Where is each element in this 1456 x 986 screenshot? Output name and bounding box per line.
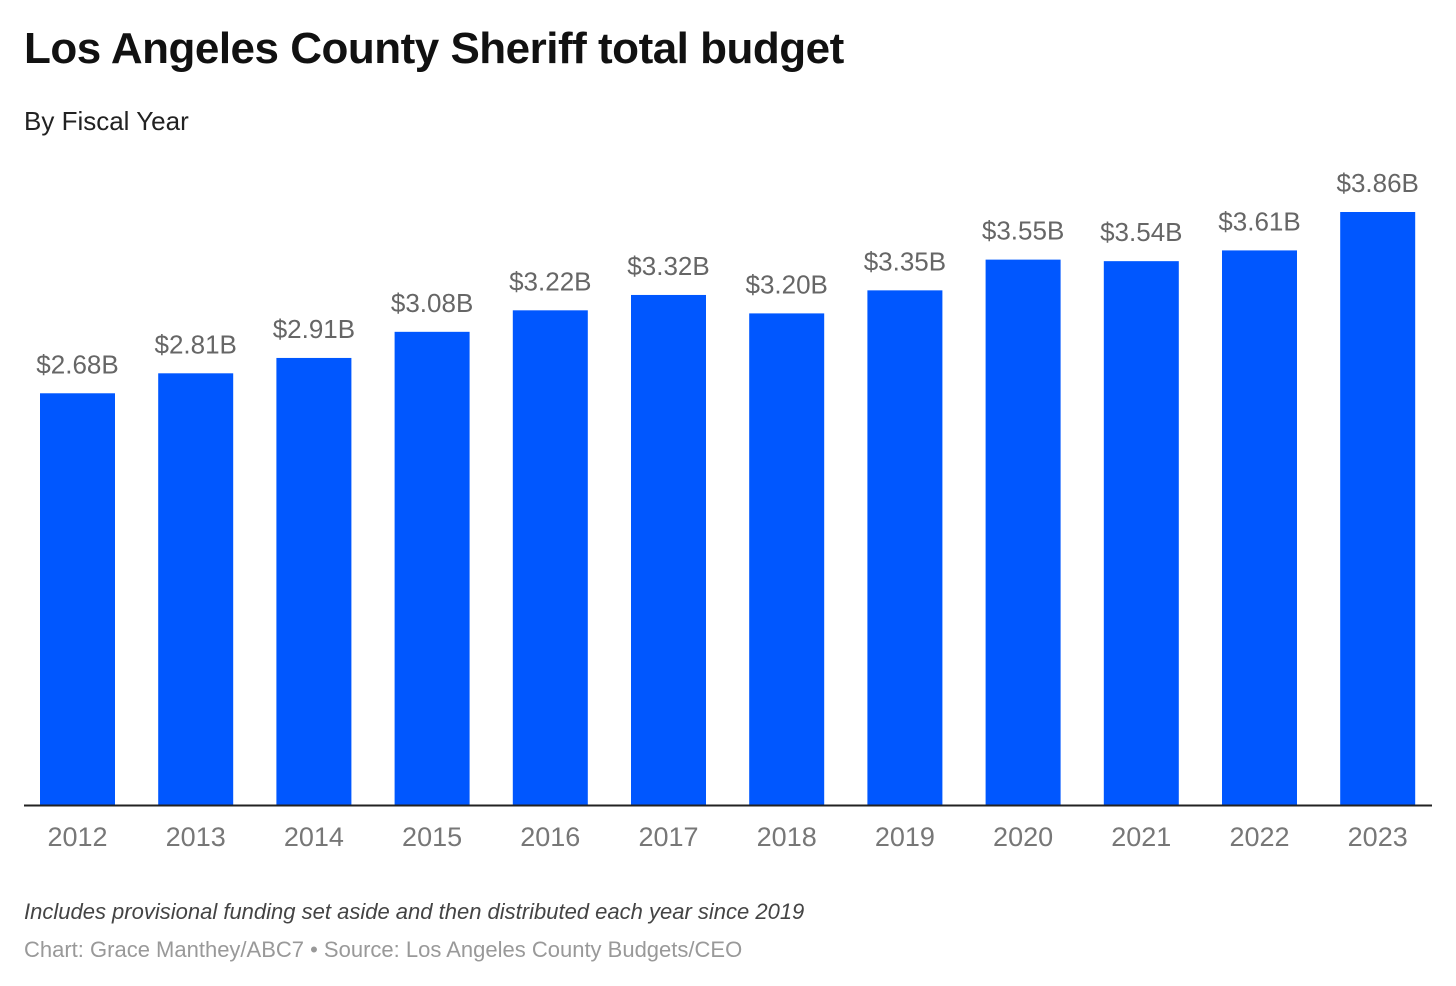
bar-2015 — [394, 331, 470, 805]
x-tick-label-2019: 2019 — [875, 822, 935, 852]
data-label-2012: $2.68B — [36, 349, 118, 379]
data-label-2016: $3.22B — [509, 266, 591, 296]
x-tick-label-2021: 2021 — [1111, 822, 1171, 852]
data-label-2018: $3.20B — [745, 269, 827, 299]
x-tick-label-2016: 2016 — [520, 822, 580, 852]
data-label-2013: $2.81B — [154, 329, 236, 359]
data-label-2019: $3.35B — [864, 246, 946, 276]
bar-2016 — [512, 310, 588, 805]
data-label-2017: $3.32B — [627, 251, 709, 281]
bar-2018 — [749, 313, 825, 805]
x-tick-label-2020: 2020 — [993, 822, 1053, 852]
footnote: Includes provisional funding set aside a… — [24, 899, 805, 924]
chart-title: Los Angeles County Sheriff total budget — [24, 24, 844, 73]
bar-2012 — [40, 393, 115, 805]
source-credit: Chart: Grace Manthey/ABC7 • Source: Los … — [24, 937, 743, 962]
data-label-2022: $3.61B — [1218, 206, 1300, 236]
data-label-2023: $3.86B — [1336, 168, 1418, 198]
bar-2022 — [1222, 250, 1297, 805]
x-tick-label-2023: 2023 — [1348, 822, 1408, 852]
bar-2013 — [158, 373, 234, 805]
x-tick-label-2022: 2022 — [1229, 822, 1289, 852]
x-tick-label-2018: 2018 — [757, 822, 817, 852]
x-tick-label-2017: 2017 — [638, 822, 698, 852]
bar-2017 — [631, 294, 706, 805]
bar-2023 — [1340, 212, 1416, 805]
data-label-2015: $3.08B — [391, 288, 473, 318]
bar-2021 — [1103, 261, 1179, 805]
x-tick-label-2014: 2014 — [284, 822, 344, 852]
x-tick-label-2015: 2015 — [402, 822, 462, 852]
bar-2020 — [985, 259, 1061, 805]
x-tick-label-2013: 2013 — [166, 822, 226, 852]
data-label-2021: $3.54B — [1100, 217, 1182, 247]
bar-2014 — [276, 357, 352, 805]
x-tick-label-2012: 2012 — [47, 822, 107, 852]
bar-2019 — [867, 290, 943, 805]
data-label-2020: $3.55B — [982, 216, 1064, 246]
chart-subtitle: By Fiscal Year — [24, 106, 189, 136]
data-label-2014: $2.91B — [273, 314, 355, 344]
